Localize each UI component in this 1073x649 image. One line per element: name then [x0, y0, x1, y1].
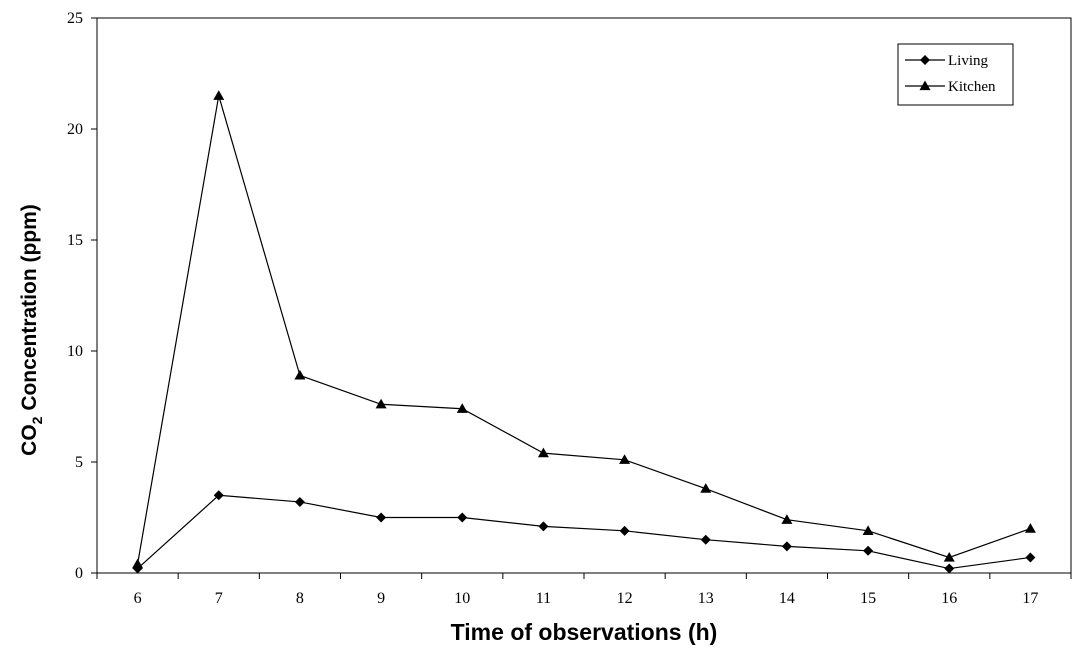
data-point [213, 490, 224, 501]
y-tick-label: 15 [67, 232, 83, 249]
data-point [213, 90, 225, 100]
y-tick-label: 10 [67, 343, 83, 360]
data-point [944, 563, 955, 574]
x-tick-label: 15 [860, 590, 876, 607]
y-tick-label: 20 [67, 121, 83, 138]
data-point [376, 512, 387, 523]
x-tick-label: 12 [617, 590, 633, 607]
series-line [137, 494, 1031, 570]
data-point [863, 545, 874, 556]
x-tick-label: 8 [296, 590, 304, 607]
data-point [456, 403, 468, 413]
legend-box [897, 43, 1014, 106]
series-line [136, 95, 1031, 565]
y-tick-label: 5 [75, 454, 83, 471]
data-point [1025, 552, 1036, 563]
data-point [700, 534, 711, 545]
y-tick-label: 25 [67, 10, 83, 27]
legend-label: Living [948, 53, 988, 69]
series-kitchen [132, 90, 1036, 569]
y-axis-title-rest: Concentration (ppm) [18, 204, 41, 416]
legend-item-kitchen: Kitchen [905, 79, 996, 95]
series-living [132, 490, 1036, 574]
x-tick-label: 13 [698, 590, 714, 607]
x-tick-label: 17 [1022, 590, 1038, 607]
data-point [457, 512, 468, 523]
y-axis-title-subscript: 2 [29, 416, 45, 424]
y-axis-title: CO2 Concentration (ppm) [18, 204, 45, 456]
data-point [132, 558, 144, 569]
data-point [375, 398, 387, 409]
data-point [294, 369, 306, 380]
data-point [294, 496, 305, 507]
data-point [1024, 523, 1036, 533]
data-point [619, 454, 631, 464]
y-tick-label: 0 [75, 565, 83, 582]
data-point [700, 483, 712, 493]
data-point [538, 521, 549, 532]
x-tick-label: 10 [454, 590, 470, 607]
data-point [781, 541, 792, 552]
x-tick-label: 16 [941, 590, 957, 607]
x-tick-label: 7 [215, 590, 223, 607]
chart-legend: Living Kitchen [897, 43, 1014, 106]
y-axis-title-main: CO [18, 424, 41, 456]
data-point [537, 447, 549, 458]
legend-marker [919, 80, 931, 91]
chart-series [132, 90, 1036, 574]
data-point [862, 525, 874, 535]
legend-marker [920, 55, 930, 65]
data-point [781, 514, 793, 524]
legend-item-living: Living [905, 53, 988, 69]
data-point [619, 525, 630, 536]
y-axis-ticks: 0 5 10 15 20 25 [67, 10, 97, 582]
x-tick-label: 9 [377, 590, 385, 607]
x-tick-label: 14 [779, 590, 795, 607]
legend-label: Kitchen [948, 79, 996, 95]
x-tick-label: 11 [536, 590, 551, 607]
data-point [943, 551, 955, 562]
x-axis-ticks: 6 7 8 9 10 11 12 13 14 15 16 17 [96, 573, 1072, 607]
x-tick-label: 6 [134, 590, 142, 607]
x-axis-title: Time of observations (h) [451, 619, 718, 645]
